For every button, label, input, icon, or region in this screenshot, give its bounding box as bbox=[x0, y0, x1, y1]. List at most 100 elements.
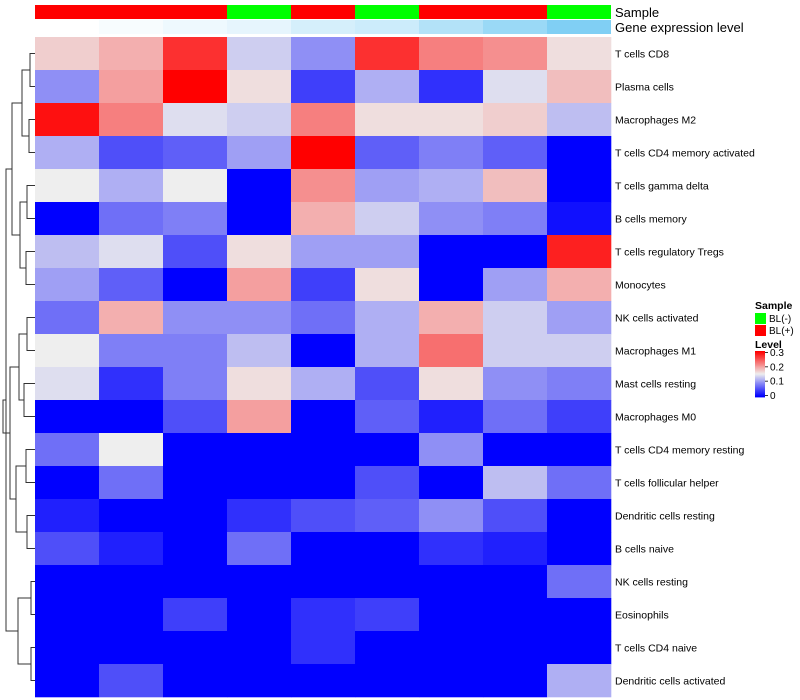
dendrogram-branch bbox=[17, 597, 31, 665]
sample-anno-cell bbox=[419, 5, 483, 19]
row-label: Macrophages M1 bbox=[615, 346, 696, 358]
heatmap-cell bbox=[99, 532, 164, 566]
legend-gradient-step bbox=[755, 386, 765, 389]
heatmap-cell bbox=[163, 565, 228, 599]
heatmap-cell bbox=[355, 169, 420, 203]
heatmap-cell bbox=[483, 169, 548, 203]
heatmap-cell bbox=[227, 631, 292, 665]
heatmap-cell bbox=[355, 136, 420, 170]
heatmap-cell bbox=[355, 268, 420, 302]
heatmap-cell bbox=[547, 169, 612, 203]
heatmap-cell bbox=[163, 334, 228, 368]
legend-gradient-step bbox=[755, 356, 765, 359]
legend-gradient-step bbox=[755, 375, 765, 377]
dendrogram-branch bbox=[23, 383, 35, 417]
heatmap-cell bbox=[483, 136, 548, 170]
heatmap-cell bbox=[355, 235, 420, 269]
dendrogram-branch bbox=[30, 647, 35, 681]
dendrogram-branch bbox=[5, 168, 18, 632]
heatmap-cell bbox=[355, 532, 420, 566]
heatmap-cell bbox=[547, 268, 612, 302]
expression-anno-cell bbox=[419, 20, 483, 34]
heatmap-cell bbox=[419, 70, 484, 104]
heatmap-cell bbox=[483, 37, 548, 71]
heatmap-cell bbox=[35, 235, 100, 269]
heatmap-cell bbox=[291, 499, 356, 533]
heatmap-cell bbox=[355, 37, 420, 71]
heatmap-cell bbox=[355, 598, 420, 632]
heatmap-cell bbox=[291, 235, 356, 269]
heatmap-cell bbox=[35, 103, 100, 137]
heatmap-cell bbox=[99, 367, 164, 401]
legend-gradient-step bbox=[755, 362, 765, 365]
heatmap-cell bbox=[355, 334, 420, 368]
row-label: T cells regulatory Tregs bbox=[615, 247, 724, 259]
legend-gradient-step bbox=[755, 391, 765, 393]
gene-expression-annotation-bar bbox=[35, 20, 611, 34]
heatmap-cell bbox=[291, 664, 356, 698]
heatmap-cell bbox=[163, 202, 228, 236]
heatmap-cell bbox=[163, 70, 228, 104]
heatmap-cell bbox=[163, 268, 228, 302]
heatmap-cell bbox=[547, 301, 612, 335]
row-label: NK cells resting bbox=[615, 577, 688, 589]
heatmap-cell bbox=[35, 268, 100, 302]
heatmap-cell bbox=[483, 433, 548, 467]
heatmap-cell bbox=[227, 334, 292, 368]
heatmap-cell bbox=[547, 631, 612, 665]
legend-gradient-step bbox=[755, 369, 765, 371]
row-label: T cells follicular helper bbox=[615, 478, 719, 490]
legend-entry-label: BL(+) bbox=[769, 326, 794, 337]
heatmap-cell bbox=[483, 565, 548, 599]
legend-gradient-step bbox=[755, 370, 765, 373]
heatmap-cell bbox=[99, 70, 164, 104]
legend-tick-label: 0.2 bbox=[770, 362, 784, 373]
heatmap-cell bbox=[227, 664, 292, 698]
legend-gradient-step bbox=[755, 371, 765, 374]
heatmap-cell bbox=[35, 598, 100, 632]
sample-anno-cell bbox=[291, 5, 355, 19]
heatmap-cell bbox=[227, 433, 292, 467]
heatmap-cell bbox=[483, 301, 548, 335]
row-label: Monocytes bbox=[615, 280, 666, 292]
heatmap-cell bbox=[35, 664, 100, 698]
heatmap-cell bbox=[483, 334, 548, 368]
legend-gradient-step bbox=[755, 367, 765, 369]
legend-gradient-step bbox=[755, 382, 765, 384]
heatmap-cell bbox=[419, 664, 484, 698]
heatmap-cell bbox=[419, 631, 484, 665]
heatmap-cell bbox=[227, 367, 292, 401]
heatmap-cell bbox=[483, 103, 548, 137]
heatmap-cell bbox=[163, 103, 228, 137]
heatmap-cell bbox=[227, 169, 292, 203]
row-label: Dendritic cells activated bbox=[615, 676, 725, 688]
heatmap-cell bbox=[163, 532, 228, 566]
legend-gradient-step bbox=[755, 374, 765, 376]
heatmap-cell bbox=[35, 70, 100, 104]
legend-gradient-step bbox=[755, 377, 765, 379]
heatmap-cell bbox=[227, 499, 292, 533]
row-label: T cells CD4 memory resting bbox=[615, 445, 744, 457]
legend-sample-title: Sample bbox=[755, 300, 793, 312]
heatmap-cell bbox=[547, 466, 612, 500]
heatmap-cell bbox=[419, 136, 484, 170]
dendrogram-branch bbox=[30, 581, 35, 615]
heatmap-cell bbox=[291, 103, 356, 137]
sample-anno-cell bbox=[355, 5, 419, 19]
heatmap-cell bbox=[99, 268, 164, 302]
heatmap-cell bbox=[291, 334, 356, 368]
legend-gradient-step bbox=[755, 392, 765, 394]
heatmap-cell bbox=[355, 367, 420, 401]
dendrogram-branch bbox=[29, 53, 35, 87]
heatmap-cell bbox=[291, 400, 356, 434]
heatmap-cell bbox=[547, 202, 612, 236]
heatmap-cell bbox=[163, 433, 228, 467]
heatmap-cell bbox=[227, 466, 292, 500]
legend-gradient-step bbox=[755, 385, 765, 388]
legend-gradient-step bbox=[755, 394, 765, 397]
heatmap-cell bbox=[163, 466, 228, 500]
expression-anno-cell bbox=[163, 20, 227, 34]
legend-tick-label: 0.3 bbox=[770, 348, 784, 359]
heatmap-cell bbox=[355, 565, 420, 599]
legend-gradient-step bbox=[755, 368, 765, 370]
